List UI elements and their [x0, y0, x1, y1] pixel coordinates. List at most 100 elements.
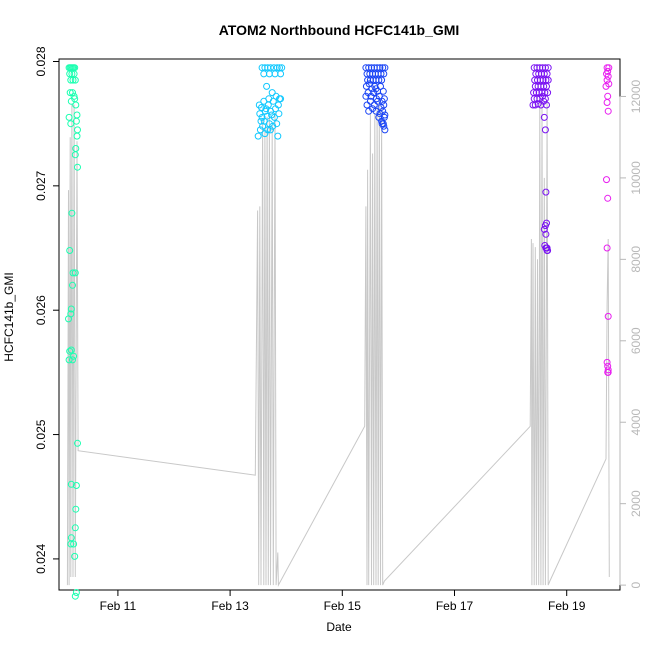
data-point-flight4	[542, 230, 550, 238]
data-point-flight1	[67, 346, 75, 354]
data-point-flight3	[370, 101, 378, 109]
x-tick-label: Feb 11	[100, 599, 137, 613]
data-point-flight4	[529, 101, 537, 109]
data-point-flight2	[274, 101, 282, 109]
data-point-flight2	[269, 122, 277, 130]
data-point-flight1	[71, 76, 79, 84]
data-point-flight2	[259, 122, 267, 130]
data-point-flight3	[375, 76, 383, 84]
y-tick-label: 0.028	[34, 46, 48, 76]
data-point-flight3	[379, 87, 387, 95]
data-point-flight3	[379, 107, 387, 115]
data-point-flight1	[65, 356, 73, 364]
data-point-flight5	[604, 194, 612, 202]
y2-tick-label: 6000	[629, 327, 643, 354]
data-point-flight5	[604, 107, 612, 115]
data-point-flight3	[380, 70, 388, 78]
data-point-flight4	[543, 247, 551, 254]
y2-tick-label: 4000	[629, 409, 643, 436]
data-point-flight4	[541, 222, 549, 230]
x-tick-label: Feb 15	[324, 599, 362, 613]
data-point-flight1	[73, 132, 81, 140]
data-point-flight5	[603, 244, 611, 252]
data-point-flight2	[264, 126, 272, 134]
data-point-flight1	[69, 76, 77, 84]
data-point-flight4	[541, 126, 549, 134]
data-point-flight2	[257, 117, 265, 125]
data-point-flight5	[604, 92, 612, 100]
data-point-flight4	[543, 101, 550, 109]
data-point-flight2	[258, 104, 265, 111]
data-point-flight4	[540, 113, 548, 121]
data-point-flight1	[70, 352, 78, 360]
x-axis-label: Date	[326, 620, 352, 634]
data-point-flight1	[71, 524, 79, 532]
data-point-flight1	[67, 305, 75, 313]
x-axis: Feb 11 Feb 13 Feb 15 Feb 17 Feb 19	[100, 589, 586, 613]
data-point-flight2	[277, 95, 285, 103]
x-tick-label: Feb 17	[436, 599, 474, 613]
data-point-flight3	[370, 89, 378, 97]
data-point-flight3	[362, 92, 370, 100]
altitude-line-layer	[66, 96, 610, 588]
data-point-flight3	[363, 101, 371, 109]
data-point-flight2	[263, 112, 271, 120]
data-point-flight1	[67, 76, 75, 84]
y-tick-label: 0.024	[34, 544, 48, 574]
data-point-flight2	[273, 64, 281, 72]
data-point-flight2	[275, 110, 283, 118]
data-point-flight5	[603, 76, 611, 84]
data-point-flight3	[374, 97, 382, 105]
data-point-flight5	[605, 64, 613, 72]
y2-tick-label: 8000	[629, 246, 643, 273]
data-point-flight4	[533, 95, 541, 103]
data-point-flight5	[604, 366, 612, 374]
y-tick-label: 0.026	[34, 295, 48, 325]
y2-tick-label: 12000	[629, 79, 643, 113]
data-point-flight1	[65, 113, 73, 121]
data-point-flight2	[254, 132, 262, 140]
data-point-flight2	[258, 113, 266, 121]
data-point-flight2	[265, 95, 273, 103]
points-layer	[65, 64, 613, 600]
data-point-flight4	[544, 89, 552, 97]
data-point-flight4	[540, 225, 548, 233]
data-point-flight5	[604, 368, 612, 376]
data-point-flight1	[72, 589, 80, 596]
data-point-flight3	[380, 113, 388, 121]
data-point-flight2	[256, 110, 264, 118]
y2-tick-label: 10000	[629, 161, 643, 195]
data-point-flight2	[270, 113, 278, 121]
x-tick-label: Feb 13	[211, 599, 249, 613]
data-point-flight1	[71, 552, 79, 560]
data-point-flight4	[542, 188, 550, 196]
data-point-flight1	[68, 209, 76, 217]
data-point-flight5	[604, 312, 612, 320]
data-point-flight1	[67, 480, 75, 488]
data-point-flight2	[263, 82, 271, 90]
data-point-flight3	[366, 97, 374, 105]
data-point-flight1	[67, 120, 75, 128]
data-point-flight1	[71, 269, 79, 277]
y-axis-label: HCFC141b_GMI	[2, 272, 16, 361]
data-point-flight5	[604, 72, 612, 80]
data-point-flight4	[544, 76, 552, 84]
data-point-flight1	[72, 505, 80, 513]
data-point-flight4	[543, 244, 551, 252]
data-point-flight1	[74, 439, 81, 447]
altitude-line	[66, 96, 610, 588]
data-point-flight1	[72, 482, 80, 489]
data-point-flight1	[67, 540, 75, 548]
x-tick-label: Feb 19	[548, 599, 586, 613]
data-point-flight3	[381, 126, 389, 134]
y2-tick-label: 0	[629, 581, 643, 588]
data-point-flight1	[74, 163, 81, 171]
data-point-flight3	[372, 85, 380, 93]
data-point-flight1	[66, 347, 74, 355]
data-point-flight1	[71, 151, 79, 159]
data-point-flight2	[256, 126, 264, 134]
data-point-flight3	[380, 122, 388, 130]
y-tick-label: 0.025	[34, 419, 48, 449]
data-point-flight1	[69, 281, 76, 289]
